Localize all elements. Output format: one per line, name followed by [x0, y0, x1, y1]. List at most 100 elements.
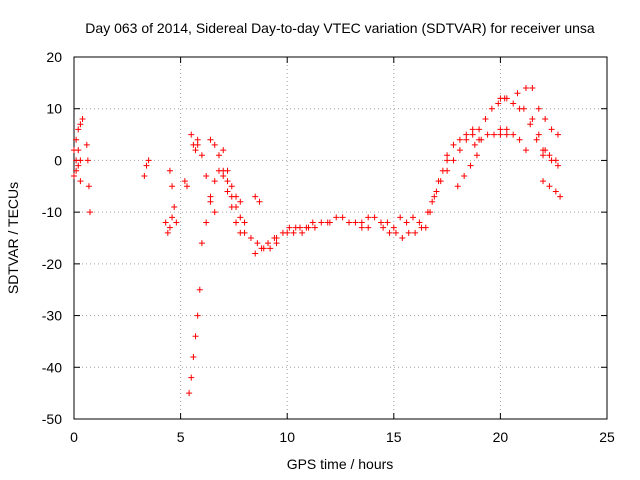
- data-point: [503, 126, 510, 133]
- data-point: [352, 219, 359, 226]
- data-point: [75, 126, 82, 133]
- data-point: [392, 229, 399, 236]
- data-point: [196, 286, 203, 293]
- data-point: [409, 214, 416, 221]
- data-point: [431, 193, 438, 200]
- data-point: [384, 219, 391, 226]
- data-point: [309, 219, 316, 226]
- data-point: [233, 203, 240, 210]
- data-point: [450, 141, 457, 148]
- data-point: [503, 95, 510, 102]
- data-point: [510, 131, 517, 138]
- data-point: [495, 100, 502, 107]
- y-tick-label: 20: [46, 49, 62, 65]
- data-point: [83, 141, 90, 148]
- data-point: [412, 229, 419, 236]
- data-point: [529, 85, 536, 92]
- data-point: [557, 193, 564, 200]
- data-point: [73, 136, 80, 143]
- data-point: [86, 209, 93, 216]
- data-point: [169, 183, 176, 190]
- data-point: [429, 198, 436, 205]
- data-point: [444, 167, 451, 174]
- data-point: [478, 136, 485, 143]
- data-point: [207, 193, 214, 200]
- data-point: [247, 235, 254, 241]
- data-point: [469, 131, 476, 138]
- data-point: [211, 178, 218, 185]
- data-point: [286, 224, 293, 231]
- x-tick-label: 20: [493, 429, 509, 445]
- data-point: [497, 131, 504, 138]
- data-point: [403, 219, 410, 226]
- data-point: [290, 229, 297, 236]
- data-point: [71, 172, 77, 179]
- data-point: [252, 193, 259, 200]
- data-point: [254, 240, 261, 247]
- data-point: [188, 131, 195, 138]
- data-point: [527, 121, 534, 128]
- data-point: [194, 312, 201, 319]
- data-point: [164, 229, 171, 236]
- y-tick-label: -50: [42, 411, 62, 427]
- data-point: [510, 100, 517, 107]
- data-point: [252, 250, 259, 257]
- data-point: [241, 229, 248, 236]
- data-point: [77, 121, 84, 128]
- data-point: [535, 105, 542, 112]
- data-point: [339, 214, 346, 221]
- data-point: [77, 178, 84, 185]
- data-point: [450, 157, 457, 164]
- data-point: [424, 209, 431, 216]
- data-points: [71, 85, 564, 397]
- data-point: [211, 209, 218, 216]
- data-point: [522, 85, 529, 92]
- data-point: [303, 224, 310, 231]
- data-point: [390, 224, 397, 231]
- data-point: [333, 214, 340, 221]
- data-point: [548, 126, 555, 133]
- data-point: [207, 136, 214, 143]
- data-point: [471, 141, 478, 148]
- y-tick-label: -40: [42, 359, 62, 375]
- data-point: [514, 90, 521, 97]
- x-axis-label: GPS time / hours: [287, 456, 394, 472]
- data-point: [444, 157, 451, 164]
- x-tick-label: 5: [177, 429, 185, 445]
- data-point: [192, 333, 199, 340]
- data-point: [397, 214, 404, 221]
- data-point: [166, 224, 173, 231]
- data-point: [554, 162, 561, 169]
- data-point: [228, 183, 235, 190]
- data-point: [207, 198, 214, 205]
- data-point: [241, 219, 248, 226]
- y-tick-label: -10: [42, 204, 62, 220]
- data-point: [516, 136, 523, 143]
- plot-frame: [73, 56, 608, 420]
- chart-title: Day 063 of 2014, Sidereal Day-to-day VTE…: [85, 20, 595, 36]
- data-point: [273, 240, 280, 247]
- x-tick-label: 25: [599, 429, 615, 445]
- data-point: [456, 136, 463, 143]
- data-point: [237, 214, 244, 221]
- data-point: [469, 126, 476, 133]
- data-point: [145, 157, 152, 164]
- data-point: [75, 162, 82, 169]
- data-point: [73, 167, 80, 174]
- y-tick-label: -30: [42, 308, 62, 324]
- data-point: [433, 188, 440, 195]
- data-point: [467, 162, 474, 169]
- y-axis-label: SDTVAR / TECUs: [5, 182, 21, 294]
- data-point: [461, 172, 468, 179]
- data-point: [554, 131, 561, 138]
- data-point: [497, 95, 504, 102]
- data-point: [194, 136, 201, 143]
- data-point: [188, 374, 195, 381]
- data-point: [456, 147, 463, 154]
- gridlines: [74, 57, 607, 419]
- data-point: [463, 136, 470, 143]
- y-tick-label: 0: [54, 152, 62, 168]
- data-point: [378, 219, 385, 226]
- data-point: [444, 152, 451, 159]
- data-point: [198, 240, 205, 247]
